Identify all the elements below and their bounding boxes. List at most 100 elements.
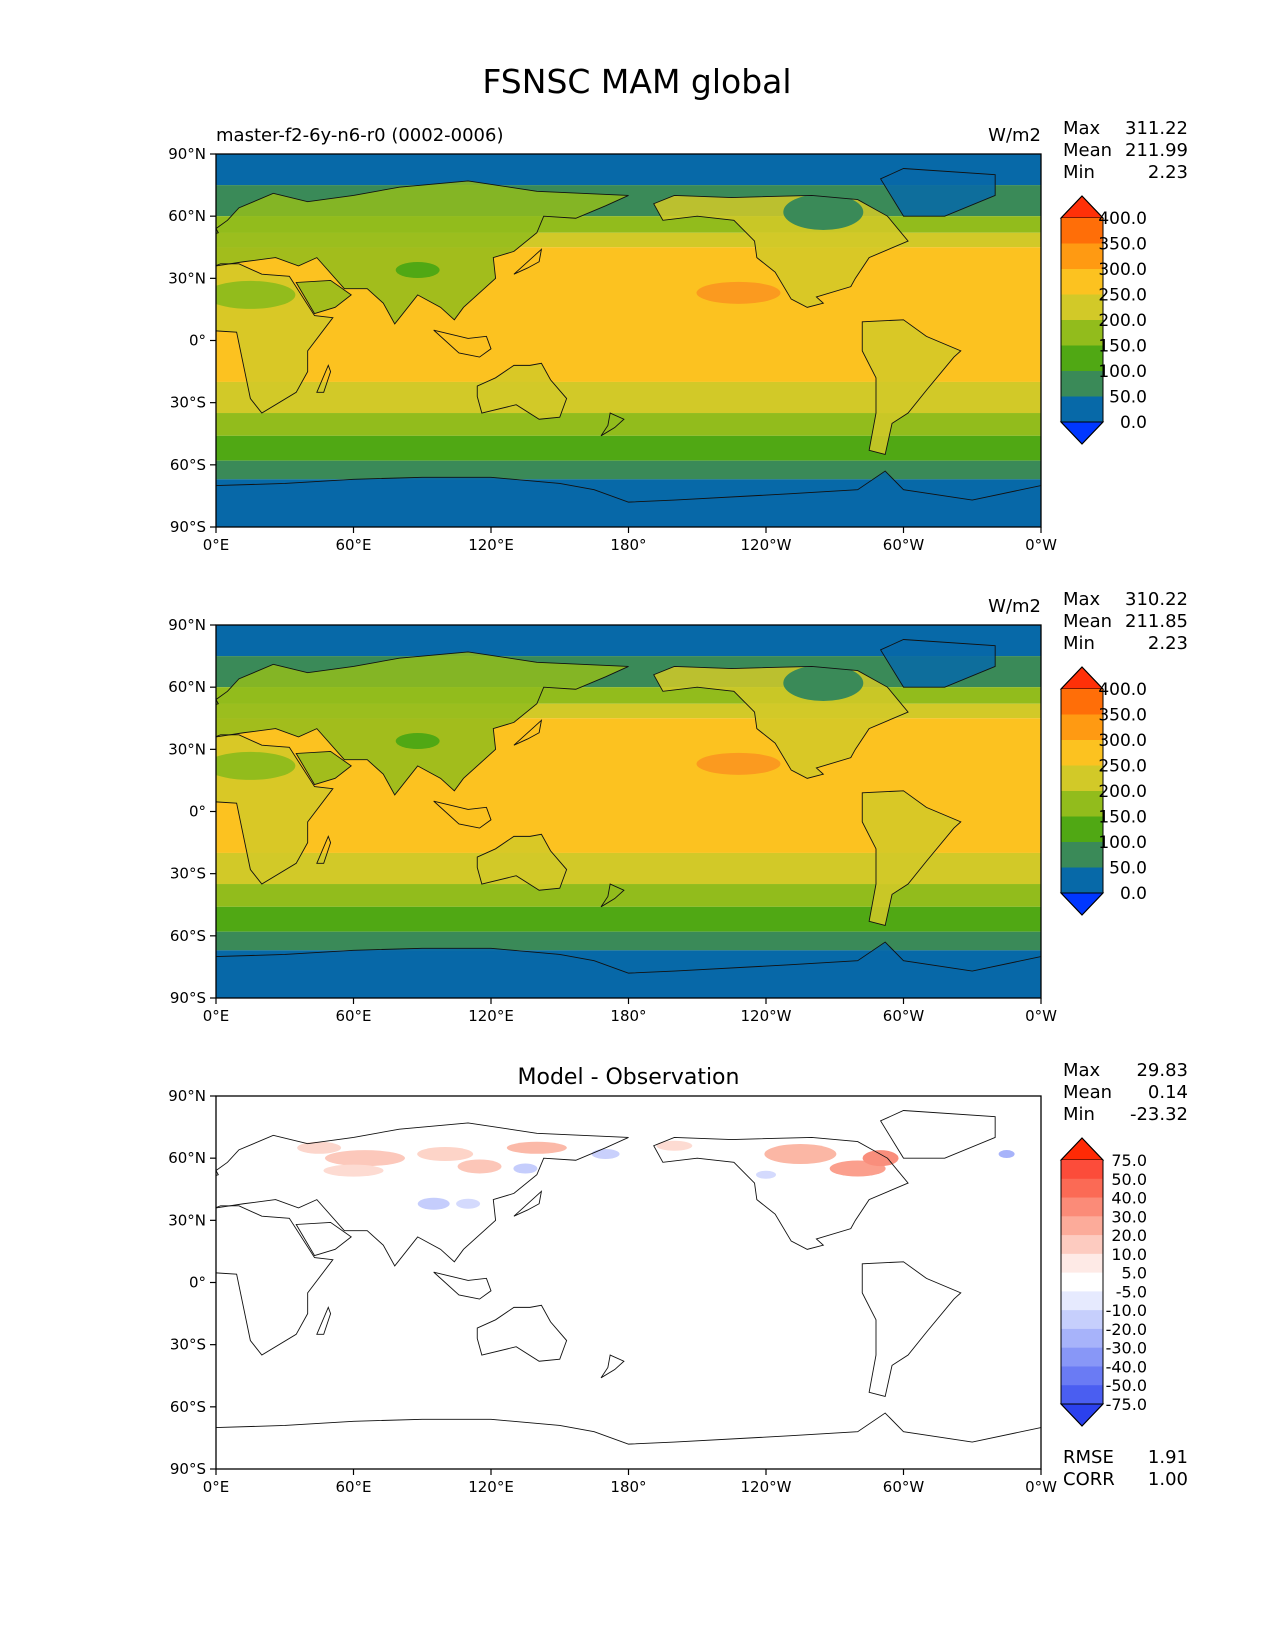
coastline-antarctica — [216, 1412, 1041, 1469]
stat-label: Mean — [1063, 1082, 1112, 1103]
colorbar-swatch — [1061, 218, 1103, 244]
colorbar-test: 400.0 350.0 300.0 250.0 200.0 150.0 100.0 50.0 0… — [1059, 195, 1147, 445]
colorbar-swatch — [1061, 371, 1103, 397]
stat-value: 310.22 — [1125, 589, 1188, 610]
colorbar-level-label: 5.0 — [1122, 1264, 1147, 1283]
tibet-patch — [395, 733, 440, 750]
panel-subtitle: master-f2-6y-n6-r0 (0002-0006) — [216, 125, 503, 146]
y-tick-label: 30°N — [168, 269, 206, 287]
colorbar-level-label: 150.0 — [1098, 808, 1147, 828]
coastline-greenland — [879, 639, 996, 688]
diff-anomaly — [513, 1163, 538, 1174]
diff-anomaly — [756, 1170, 776, 1179]
y-tick-label: 30°S — [170, 394, 206, 412]
panel-center-title: Model - Observation — [518, 1065, 740, 1090]
y-tick-label: 60°S — [170, 1398, 206, 1416]
x-tick-label: 60°E — [335, 1478, 371, 1496]
coastline-namerica — [653, 194, 909, 308]
coastline-newzealand — [600, 412, 625, 437]
y-tick-label: 30°N — [168, 1211, 206, 1229]
x-tick-label: 120°E — [468, 536, 514, 554]
units-label: W/m2 — [988, 125, 1041, 146]
land-antarctica — [216, 471, 1041, 527]
zonal-band — [216, 884, 1041, 907]
diff-anomaly — [506, 1141, 567, 1154]
coastline-australia — [476, 833, 568, 891]
land-greenland — [880, 168, 996, 217]
diff-anomaly — [656, 1140, 693, 1151]
colorbar-swatch — [1061, 1272, 1103, 1292]
stat-label: Min — [1063, 1104, 1095, 1125]
colorbar-level-label: 300.0 — [1098, 260, 1147, 280]
units-label: W/m2 — [988, 596, 1041, 617]
stat-value: 2.23 — [1148, 633, 1188, 654]
footer-stat-label: CORR — [1063, 1469, 1115, 1490]
coastline-newzealand — [600, 883, 625, 908]
y-tick-label: 30°N — [168, 740, 206, 758]
coastline-madagascar — [316, 364, 332, 393]
coastline-japan — [513, 719, 543, 746]
colorbar-swatch — [1061, 740, 1103, 766]
x-tick-label: 120°W — [741, 1478, 792, 1496]
coastline-antarctica — [216, 470, 1041, 527]
colorbar-level-label: -10.0 — [1106, 1301, 1147, 1320]
land-samerica — [862, 790, 961, 926]
x-tick-label: 60°E — [335, 536, 371, 554]
diff-anomaly — [456, 1198, 481, 1209]
colorbar-level-label: 400.0 — [1098, 209, 1147, 229]
colorbar-extend-min — [1059, 1403, 1105, 1427]
colorbar-outline — [1060, 666, 1104, 916]
colorbar-swatch — [1061, 689, 1103, 715]
stat-value: 311.22 — [1125, 118, 1188, 139]
colorbar-swatch — [1061, 396, 1103, 423]
colorbar-level-label: -50.0 — [1106, 1376, 1147, 1395]
y-tick-label: 90°S — [170, 518, 206, 536]
diff-anomaly — [998, 1150, 1015, 1159]
colorbar-extend-min — [1059, 892, 1105, 916]
panel-difference: 90°N 60°N 30°N 0° 30°S 60°S 90°S0°E 60°E 120°E 18… — [168, 1060, 1188, 1496]
colorbar-level-label: 10.0 — [1111, 1245, 1147, 1264]
x-tick-label: 180° — [610, 1007, 646, 1025]
colorbar-swatch — [1061, 1366, 1103, 1386]
coastline-madagascar — [316, 835, 332, 864]
stat-label: Max — [1063, 589, 1101, 610]
y-tick-label: 90°S — [170, 1460, 206, 1478]
colorbar-swatch — [1061, 1291, 1103, 1311]
coastline-australia — [476, 362, 568, 420]
y-tick-label: 60°N — [168, 1149, 206, 1167]
footer-stat-value: 1.91 — [1148, 1447, 1188, 1468]
coastline-eurasia — [216, 180, 629, 325]
pacific-high — [696, 752, 781, 775]
canada-patch — [783, 194, 864, 231]
stat-label: Max — [1063, 1060, 1101, 1081]
y-tick-label: 30°S — [170, 1336, 206, 1354]
stat-value: 2.23 — [1148, 162, 1188, 183]
colorbar-swatch — [1061, 1160, 1103, 1180]
stat-value: 29.83 — [1136, 1060, 1188, 1081]
x-tick-label: 0°E — [203, 1478, 230, 1496]
colorbar-swatch — [1061, 320, 1103, 346]
panel-test: 90°N 60°N 30°N 0° 30°S 60°S 90°S0°E 60°E 120°E 18… — [168, 118, 1188, 554]
stat-label: Max — [1063, 118, 1101, 139]
coastline-arabia — [295, 1221, 352, 1257]
land-australia — [477, 834, 567, 891]
zonal-band — [216, 413, 1041, 436]
colorbar-level-label: 400.0 — [1098, 680, 1147, 700]
land-australia — [477, 363, 567, 420]
colorbar-swatch — [1061, 1253, 1103, 1274]
y-tick-label: 60°N — [168, 678, 206, 696]
coastline-greenland — [879, 1110, 996, 1159]
colorbar-outline — [1060, 1137, 1104, 1427]
x-tick-label: 0°W — [1025, 1007, 1057, 1025]
colorbar-reference: 400.0 350.0 300.0 250.0 200.0 150.0 100.0 50.0 0… — [1059, 666, 1147, 916]
coastline-samerica — [861, 1261, 962, 1398]
colorbar-level-label: 20.0 — [1111, 1226, 1147, 1245]
coastline-newzealand — [600, 1354, 625, 1379]
coastline-arabia — [295, 750, 352, 786]
coastline-africa — [216, 734, 334, 885]
coastline-indonesia — [433, 800, 492, 829]
y-tick-label: 30°S — [170, 865, 206, 883]
colorbar-level-label: -75.0 — [1106, 1395, 1147, 1414]
colorbar-extend-max — [1059, 666, 1105, 690]
x-tick-label: 120°E — [468, 1478, 514, 1496]
